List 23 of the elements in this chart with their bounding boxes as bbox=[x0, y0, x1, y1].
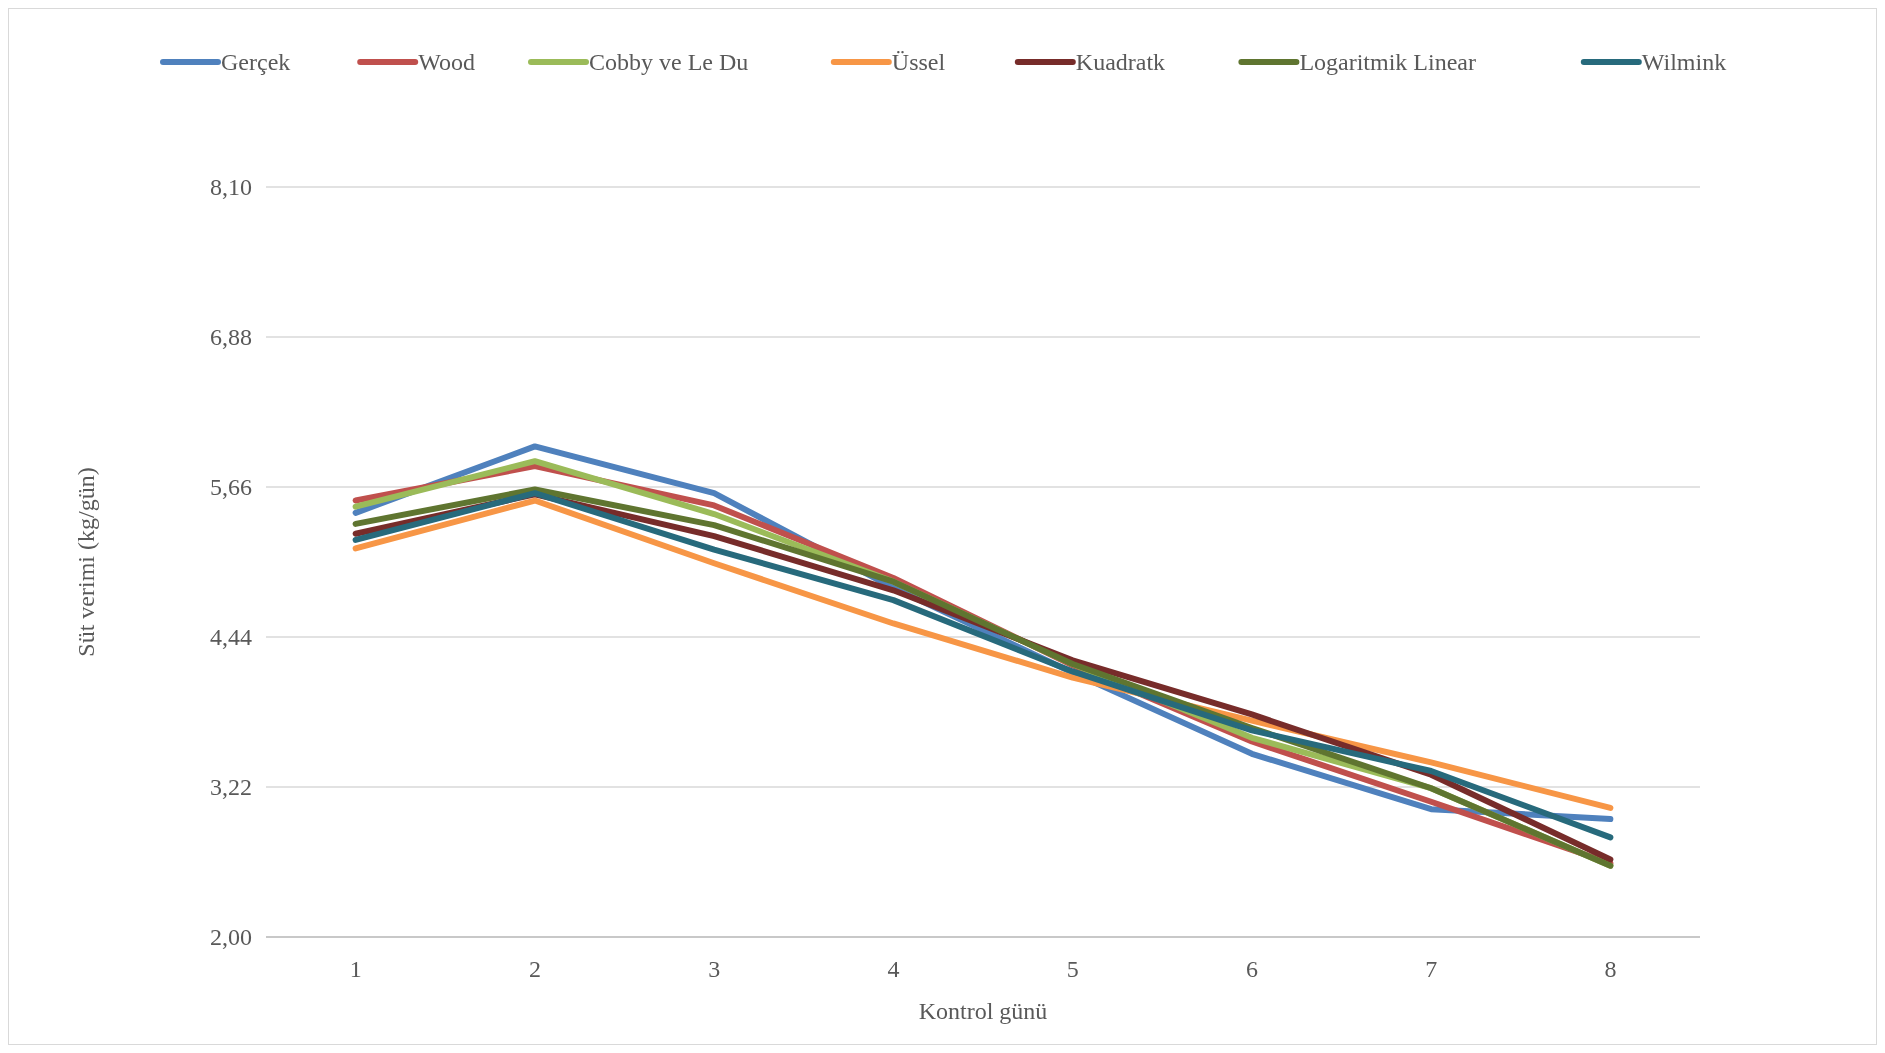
y-axis-title: Süt verimi (kg/gün) bbox=[73, 467, 99, 657]
y-tick-label: 4,44 bbox=[210, 624, 252, 650]
legend-label: Wilmink bbox=[1641, 49, 1727, 75]
x-tick-label: 6 bbox=[1245, 956, 1258, 982]
x-tick-label: 7 bbox=[1425, 956, 1438, 982]
x-tick-label: 8 bbox=[1604, 956, 1617, 982]
y-tick-label: 8,10 bbox=[210, 174, 252, 200]
legend-label: Wood bbox=[418, 49, 475, 75]
legend-label: Üssel bbox=[891, 49, 946, 75]
y-tick-label: 6,88 bbox=[210, 324, 252, 350]
x-tick-label: 3 bbox=[708, 956, 721, 982]
x-axis-title: Kontrol günü bbox=[918, 998, 1048, 1024]
y-tick-label: 3,22 bbox=[210, 774, 252, 800]
legend-label: Kuadratk bbox=[1075, 49, 1166, 75]
x-tick-label: 5 bbox=[1066, 956, 1079, 982]
x-tick-label: 2 bbox=[528, 956, 541, 982]
legend-label: Logaritmik Linear bbox=[1299, 49, 1477, 75]
legend-label: Cobby ve Le Du bbox=[589, 49, 749, 75]
y-tick-label: 5,66 bbox=[210, 474, 252, 500]
x-tick-label: 4 bbox=[887, 956, 900, 982]
y-tick-label: 2,00 bbox=[210, 924, 252, 950]
x-tick-label: 1 bbox=[349, 956, 362, 982]
legend-label: Gerçek bbox=[221, 49, 291, 75]
